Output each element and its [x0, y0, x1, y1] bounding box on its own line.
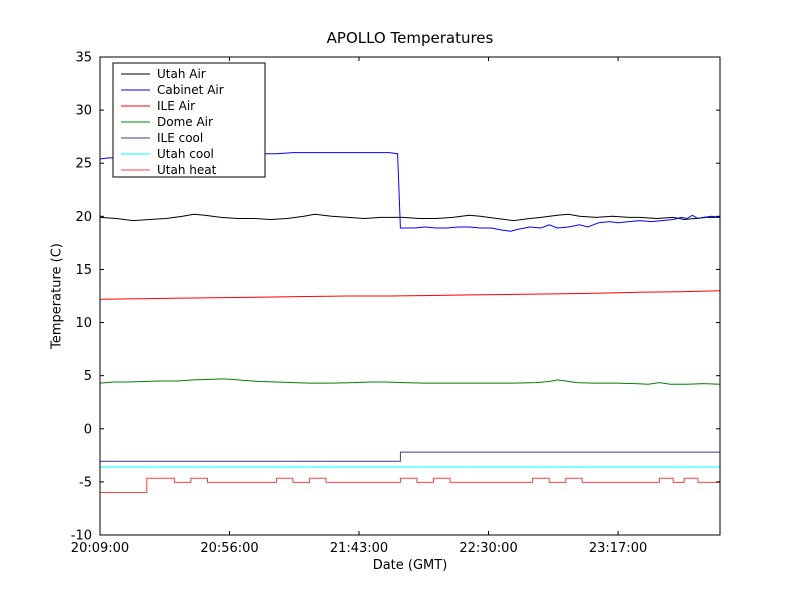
legend-label-ile-cool: ILE cool [157, 131, 203, 145]
y-tick-label: -10 [71, 529, 92, 544]
series-line-dome-air [99, 378, 721, 385]
x-tick-label: 21:43:00 [330, 541, 388, 556]
series-line-utah-heat [100, 477, 720, 493]
y-axis-label: Temperature (C) [49, 243, 65, 349]
y-tick-label: 35 [75, 51, 92, 66]
chart-title: APOLLO Temperatures [326, 29, 494, 47]
y-tick-label: 20 [75, 210, 92, 225]
x-axis-label: Date (GMT) [372, 558, 448, 573]
x-tick-label: 23:17:00 [589, 541, 647, 556]
y-tick-label: 15 [75, 263, 92, 278]
x-tick-label: 20:09:00 [71, 541, 129, 556]
series-line-ile-air [99, 290, 721, 300]
series-line-ile-cool [100, 451, 720, 462]
series-line-utah-air [99, 213, 720, 222]
y-tick-label: 10 [75, 316, 92, 331]
x-tick-label: 22:30:00 [459, 541, 517, 556]
y-tick-label: 0 [84, 422, 92, 437]
y-tick-label: 5 [84, 369, 92, 384]
legend-label-utah-air: Utah Air [157, 67, 206, 81]
plot-frame [99, 56, 721, 536]
x-tick-label: 20:56:00 [200, 541, 258, 556]
y-tick-label: 30 [75, 104, 92, 119]
legend-label-dome-air: Dome Air [157, 115, 213, 129]
legend-box [112, 62, 266, 178]
y-tick-label: 25 [75, 157, 92, 172]
y-tick-label: -5 [79, 475, 92, 490]
legend-label-utah-heat: Utah heat [157, 163, 217, 177]
legend-label-cabinet-air: Cabinet Air [157, 83, 224, 97]
legend-label-utah-cool: Utah cool [157, 147, 214, 161]
legend-label-ile-air: ILE Air [157, 99, 195, 113]
